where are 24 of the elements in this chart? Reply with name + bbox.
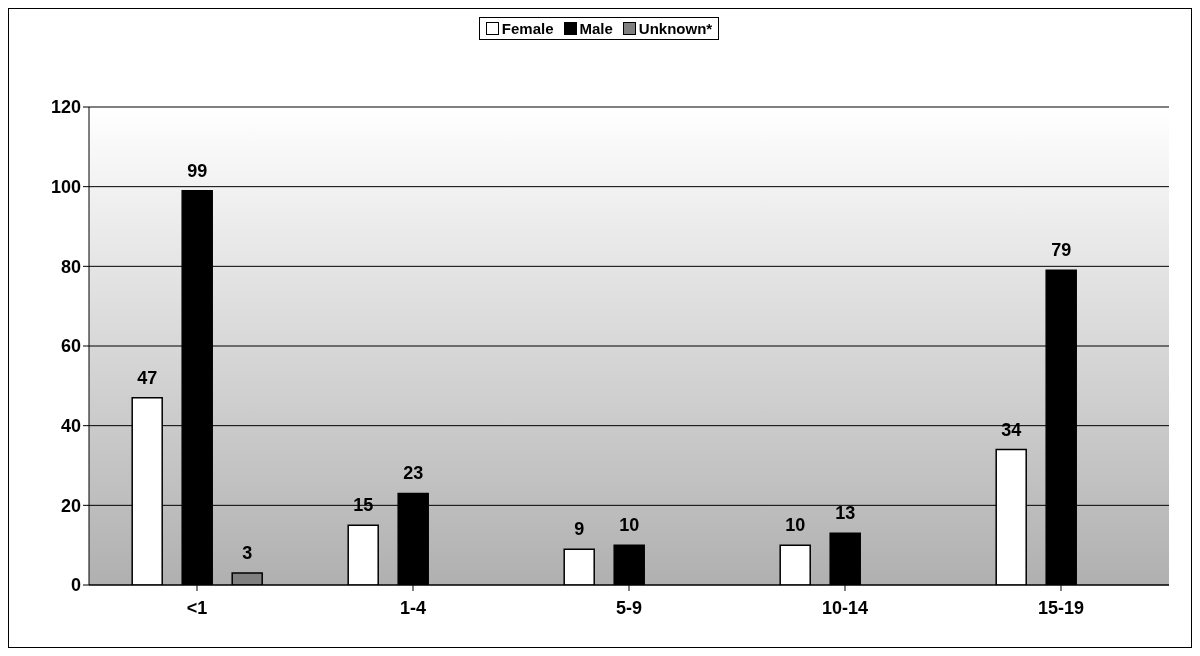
data-label: 9 [574,519,585,540]
legend-label: Male [579,20,613,37]
x-tick-label: 15-19 [1037,597,1085,618]
data-label: 10 [619,515,640,536]
data-label: 79 [1051,240,1072,261]
legend-label: Female [501,20,554,37]
y-tick-label: 0 [70,575,81,596]
x-tick-label: 1-4 [399,597,427,618]
legend-label: Unknown* [638,20,713,37]
data-label: 99 [187,160,208,181]
y-tick-label: 120 [50,97,81,118]
data-label: 3 [242,543,253,564]
data-label: 13 [835,503,856,524]
data-label: 10 [785,515,806,536]
data-label: 23 [403,463,424,484]
y-tick-label: 80 [60,256,81,277]
x-tick-label: 10-14 [821,597,869,618]
y-tick-label: 40 [60,416,81,437]
x-tick-label: <1 [186,597,208,618]
y-tick-label: 60 [60,336,81,357]
y-tick-label: 100 [50,177,81,198]
x-tick-label: 5-9 [615,597,643,618]
data-label: 47 [137,367,158,388]
y-tick-label: 20 [60,495,81,516]
